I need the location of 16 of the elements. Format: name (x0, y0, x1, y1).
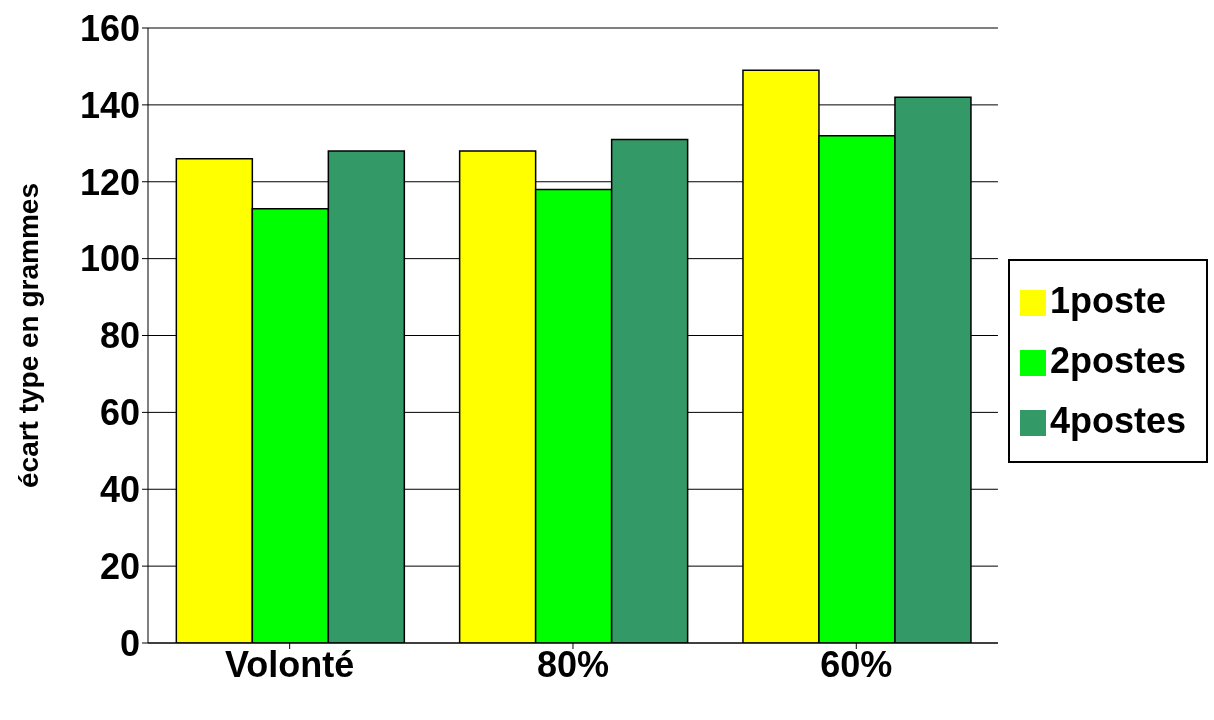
legend-label: 2postes (1049, 339, 1186, 381)
x-tick-label: 60% (820, 643, 893, 685)
y-tick-label: 100 (79, 238, 140, 280)
y-tick-label: 0 (119, 622, 140, 664)
y-tick-label: 20 (99, 545, 140, 587)
y-tick-label: 40 (99, 469, 140, 511)
legend-label: 1poste (1049, 279, 1166, 321)
x-tick-label: Volonté (224, 643, 355, 685)
y-tick-label: 80 (99, 315, 140, 357)
y-tick-label: 60 (99, 392, 140, 434)
y-tick-label: 160 (79, 7, 140, 49)
legend-label: 4postes (1049, 399, 1186, 441)
y-tick-label: 120 (79, 161, 140, 203)
x-tick-label: 80% (536, 643, 609, 685)
y-tick-label: 140 (79, 84, 140, 126)
y-axis-title: écart type en grammes (12, 182, 44, 489)
